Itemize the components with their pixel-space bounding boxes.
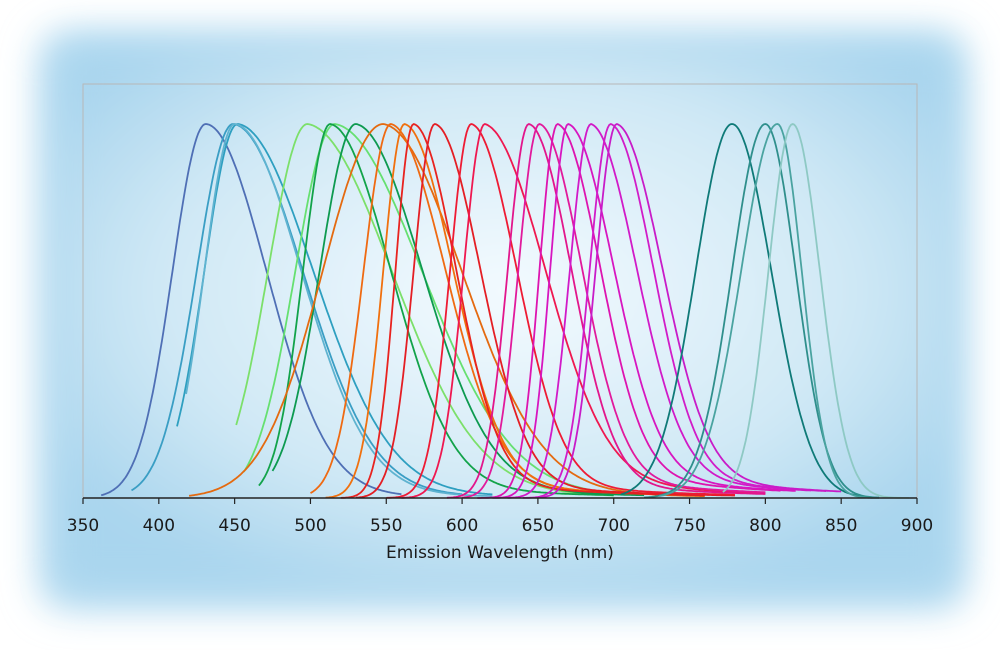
x-tick-label: 650 (522, 516, 554, 536)
emission-spectrum-line-582nm (355, 123, 735, 499)
emission-spectrum-line-702nm (537, 123, 842, 499)
emission-spectrum-line-548nm (188, 123, 705, 498)
x-axis-ticks: 350 400 450 500 550 600 650 700 750 800 850 900 (67, 498, 933, 536)
x-axis-title: Emission Wavelength (nm) (386, 543, 614, 563)
emission-spectrum-line-498nm (235, 123, 614, 497)
emission-spectrum-line-450nm (185, 123, 493, 498)
emission-spectrum-line-670nm (492, 123, 796, 499)
emission-spectrum-line-530nm (271, 123, 645, 497)
x-tick-label: 350 (67, 516, 99, 536)
emission-spectrum-line-698nm (522, 123, 827, 499)
x-tick-label: 550 (370, 516, 402, 536)
series-layer (100, 123, 910, 499)
emission-spectrum-line-663nm (477, 123, 781, 499)
emission-spectrum-line-431nm (100, 123, 402, 497)
emission-spectrum-line-818nm (722, 123, 910, 499)
emission-spectrum-line-651nm (462, 123, 766, 499)
emission-spectrum-line-606nm (386, 123, 736, 499)
emission-spectrum-line-452nm (176, 123, 493, 496)
x-tick-label: 400 (143, 516, 175, 536)
x-tick-label: 850 (825, 516, 857, 536)
emission-spectrum-line-800nm (644, 123, 880, 499)
x-tick-label: 500 (294, 516, 326, 536)
x-tick-label: 700 (598, 516, 630, 536)
emission-spectrum-line-644nm (446, 123, 766, 499)
emission-spectrum-line-808nm (659, 123, 880, 499)
x-tick-label: 600 (446, 516, 478, 536)
x-tick-label: 800 (749, 516, 781, 536)
emission-spectrum-line-449nm (131, 123, 463, 496)
x-tick-label: 450 (218, 516, 250, 536)
emission-spectrum-line-778nm (621, 123, 880, 499)
x-tick-label: 750 (673, 516, 705, 536)
x-tick-label: 900 (901, 516, 933, 536)
